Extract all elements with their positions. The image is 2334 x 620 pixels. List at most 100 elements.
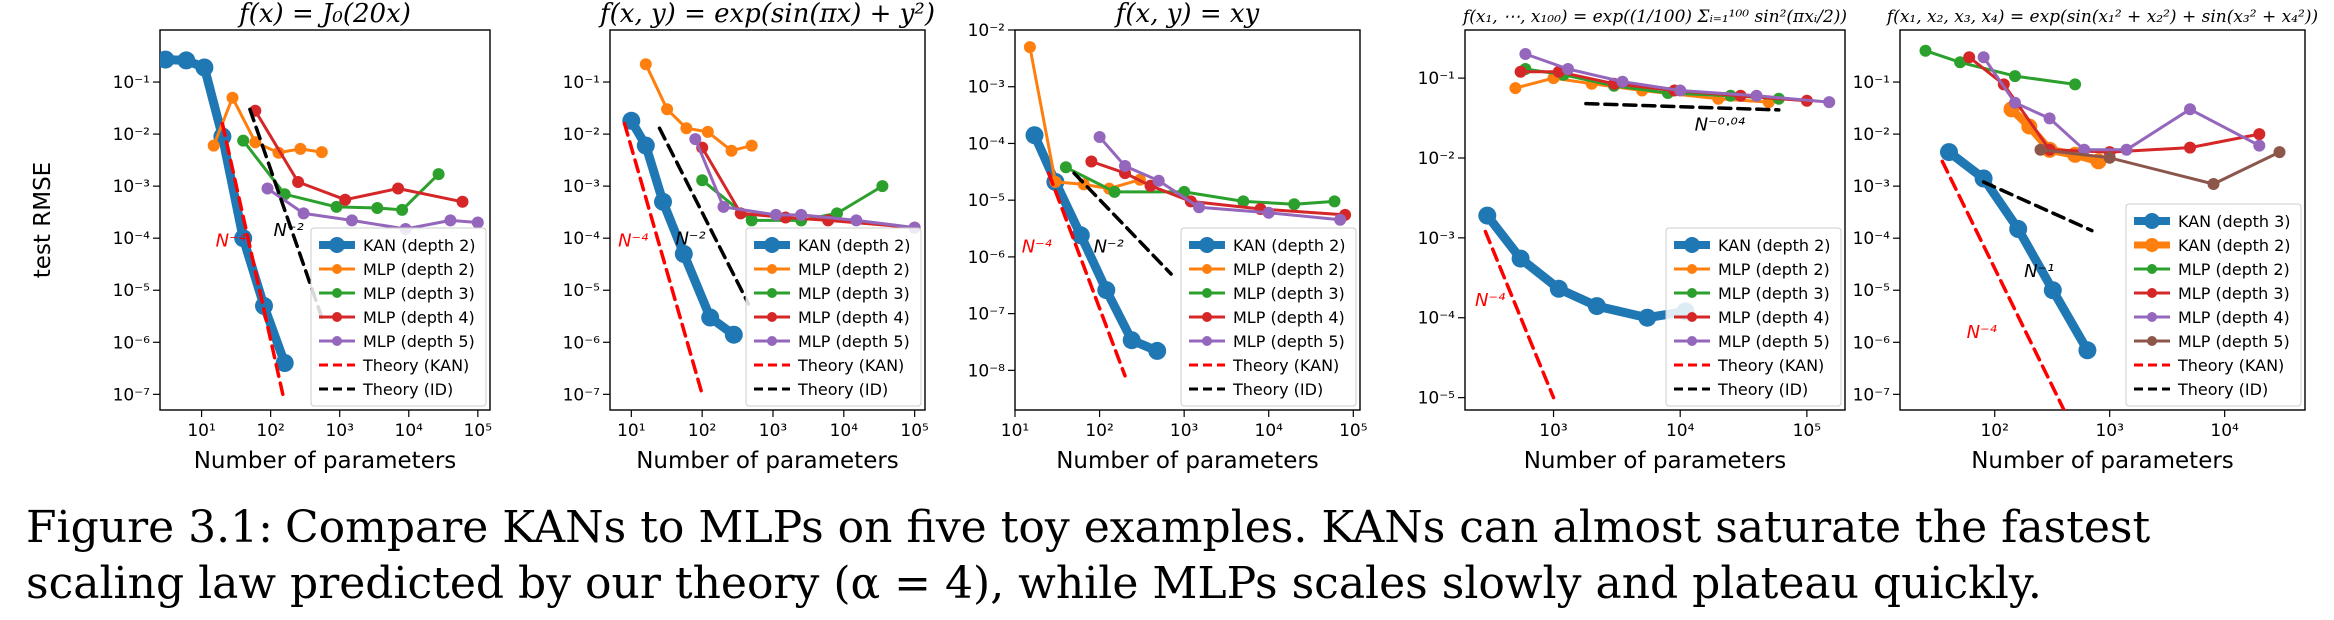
plot-area: [160, 50, 484, 397]
data-point: [725, 144, 738, 157]
data-point: [1328, 195, 1341, 208]
scaling-annotation: N⁻¹: [2024, 261, 2054, 282]
legend-label: MLP (depth 2): [2178, 260, 2290, 279]
y-tick-label: 10⁻¹: [563, 73, 600, 93]
series-line: [657, 126, 751, 306]
plot-area: [1919, 44, 2286, 410]
chart-title: f(x₁, ⋯, x₁₀₀) = exp((1/100) Σᵢ₌₁¹⁰⁰ sin…: [1461, 7, 1847, 27]
data-point: [207, 139, 220, 152]
legend-label: MLP (depth 3): [1233, 284, 1345, 303]
legend-marker: [764, 237, 780, 253]
data-point: [177, 51, 196, 70]
y-tick-label: 10⁻⁴: [563, 229, 601, 249]
chart-title: f(x₁, x₂, x₃, x₄) = exp(sin(x₁² + x₂²) +…: [1885, 7, 2318, 27]
x-tick-label: 10³: [1539, 421, 1567, 441]
legend-label: MLP (depth 3): [1718, 284, 1830, 303]
chart-panel-1: 10¹ 10² 10³ 10⁴ 10⁵ 10⁻⁷ 10⁻⁶ 10⁻⁵ 10⁻⁴ 10⁻³ 10⁻² 1…: [30, 0, 492, 474]
data-point: [654, 192, 672, 211]
series-line: [1944, 147, 2092, 355]
caption-label: Figure 3.1:: [26, 502, 273, 553]
data-point: [696, 174, 709, 187]
data-point: [1977, 51, 1990, 64]
scaling-annotation: N⁻²: [274, 220, 304, 241]
y-tick-label: 10⁻³: [113, 177, 150, 197]
data-point: [1919, 44, 1932, 57]
data-point: [1616, 75, 1629, 88]
series-line: [212, 96, 324, 155]
legend-label: MLP (depth 2): [798, 260, 910, 279]
series-line: [2039, 148, 2281, 186]
x-tick-label: 10⁵: [1339, 421, 1367, 441]
y-tick-label: 10⁻⁴: [1418, 309, 1456, 329]
data-point: [1093, 131, 1106, 143]
data-point: [1148, 341, 1167, 360]
legend-label: Theory (KAN): [1717, 356, 1824, 375]
legend-marker: [1687, 336, 1697, 346]
legend-label: Theory (ID): [1232, 380, 1323, 399]
data-point: [1587, 297, 1606, 316]
y-tick-label: 10⁻⁷: [968, 305, 1006, 325]
legend-marker: [1202, 264, 1212, 274]
plot-area: [1478, 48, 1836, 400]
legend-marker: [1202, 288, 1212, 298]
data-point: [701, 125, 714, 138]
series-line: [220, 121, 285, 397]
x-tick-label: 10⁵: [464, 421, 492, 441]
legend-marker: [2147, 288, 2157, 298]
legend-marker: [2147, 336, 2157, 346]
x-tick-label: 10⁴: [1255, 421, 1284, 441]
x-tick-label: 10²: [1085, 421, 1113, 441]
data-point: [1519, 48, 1532, 60]
data-point: [1562, 63, 1574, 75]
y-tick-label: 10⁻⁷: [563, 385, 601, 405]
axes-frame: [609, 29, 926, 411]
legend-marker: [332, 312, 342, 322]
x-tick-label: 10³: [759, 421, 787, 441]
scaling-annotation: N⁻⁴: [1022, 236, 1053, 257]
legend-box: [1665, 227, 1842, 407]
legend-marker: [2147, 264, 2157, 274]
legend: KAN (depth 2) MLP (depth 2) MLP (depth 3) M…: [745, 227, 922, 407]
y-tick-label: 10⁻⁸: [968, 361, 1006, 381]
data-point: [1288, 198, 1301, 211]
data-point: [392, 182, 405, 195]
legend-label: Theory (KAN): [362, 356, 469, 375]
data-point: [294, 142, 307, 155]
data-point: [1511, 249, 1530, 268]
legend-label: KAN (depth 2): [1718, 236, 1831, 255]
y-tick-label: 10⁻⁶: [113, 333, 151, 353]
data-point: [745, 214, 758, 227]
series-line: [1046, 171, 1127, 378]
y-tick-label: 10⁻⁶: [1853, 333, 1891, 353]
data-point: [1638, 308, 1657, 327]
data-point: [1674, 84, 1687, 97]
y-tick-label: 10⁻¹: [1418, 69, 1455, 89]
legend-marker: [332, 336, 342, 346]
x-axis-label: Number of parameters: [194, 448, 457, 474]
legend-marker: [1202, 336, 1212, 346]
legend-label: Theory (ID): [1717, 380, 1808, 399]
chart-panel-5: 10² 10³ 10⁴ 10⁻⁷ 10⁻⁶ 10⁻⁵ 10⁻⁴ 10⁻³ 10⁻² 10⁻¹ f(x…: [1853, 7, 2319, 474]
data-point: [1963, 51, 1976, 64]
data-point: [249, 136, 262, 149]
legend-marker: [1684, 237, 1700, 253]
data-point: [2009, 220, 2028, 238]
y-tick-label: 10⁻²: [113, 125, 150, 145]
data-point: [1152, 174, 1165, 187]
data-point: [769, 208, 782, 221]
chart-title: f(x, y) = xy: [1114, 0, 1260, 29]
data-point: [2043, 112, 2056, 125]
scaling-annotation: N⁻⁴: [1967, 322, 1998, 343]
data-point: [689, 133, 702, 146]
y-tick-label: 10⁻⁷: [1853, 385, 1891, 405]
axes-frame: [1464, 29, 1846, 411]
legend-label: MLP (depth 5): [1718, 332, 1830, 351]
chart-title: f(x) = J₀(20x): [237, 0, 411, 29]
legend-label: Theory (ID): [797, 380, 888, 399]
x-tick-label: 10²: [1980, 421, 2008, 441]
data-point: [2009, 96, 2021, 109]
legend-marker: [767, 312, 777, 322]
y-tick-label: 10⁻²: [968, 21, 1005, 41]
series-line: [1584, 101, 1781, 112]
data-point: [339, 193, 352, 206]
